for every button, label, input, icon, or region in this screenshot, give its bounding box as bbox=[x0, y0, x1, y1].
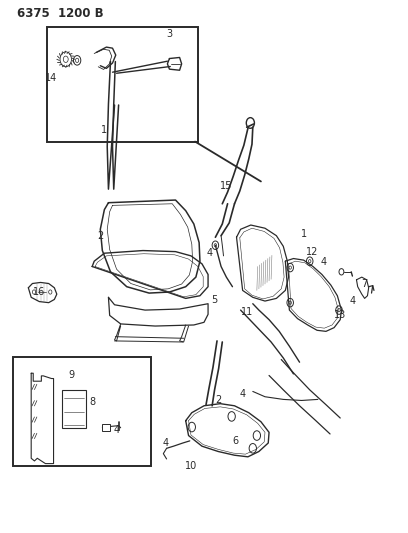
Text: 13: 13 bbox=[334, 310, 346, 320]
Text: 9: 9 bbox=[69, 370, 75, 380]
Bar bbox=[47, 27, 198, 142]
Bar bbox=[13, 357, 151, 466]
Text: 10: 10 bbox=[185, 461, 197, 471]
Text: 1: 1 bbox=[101, 125, 107, 135]
Text: 7: 7 bbox=[361, 279, 368, 288]
Text: 4: 4 bbox=[162, 438, 169, 448]
Text: 8: 8 bbox=[89, 397, 95, 407]
Text: 3: 3 bbox=[166, 29, 173, 39]
Text: 4: 4 bbox=[113, 425, 120, 435]
Text: 11: 11 bbox=[241, 306, 253, 317]
Text: 1: 1 bbox=[301, 229, 307, 239]
Text: 12: 12 bbox=[306, 247, 318, 256]
Text: 2: 2 bbox=[215, 395, 222, 406]
Text: 14: 14 bbox=[45, 73, 58, 83]
Bar bbox=[62, 391, 86, 427]
Text: 6: 6 bbox=[233, 436, 239, 446]
Text: 4: 4 bbox=[349, 296, 355, 306]
Text: 15: 15 bbox=[220, 181, 233, 191]
Text: 2: 2 bbox=[97, 231, 104, 241]
Text: 5: 5 bbox=[211, 295, 217, 305]
Text: 4: 4 bbox=[239, 389, 246, 399]
Text: 6375  1200 B: 6375 1200 B bbox=[17, 7, 104, 20]
Text: 4: 4 bbox=[207, 248, 213, 258]
Text: 4: 4 bbox=[321, 257, 327, 266]
Bar bbox=[102, 424, 110, 431]
Text: 16: 16 bbox=[33, 287, 45, 297]
